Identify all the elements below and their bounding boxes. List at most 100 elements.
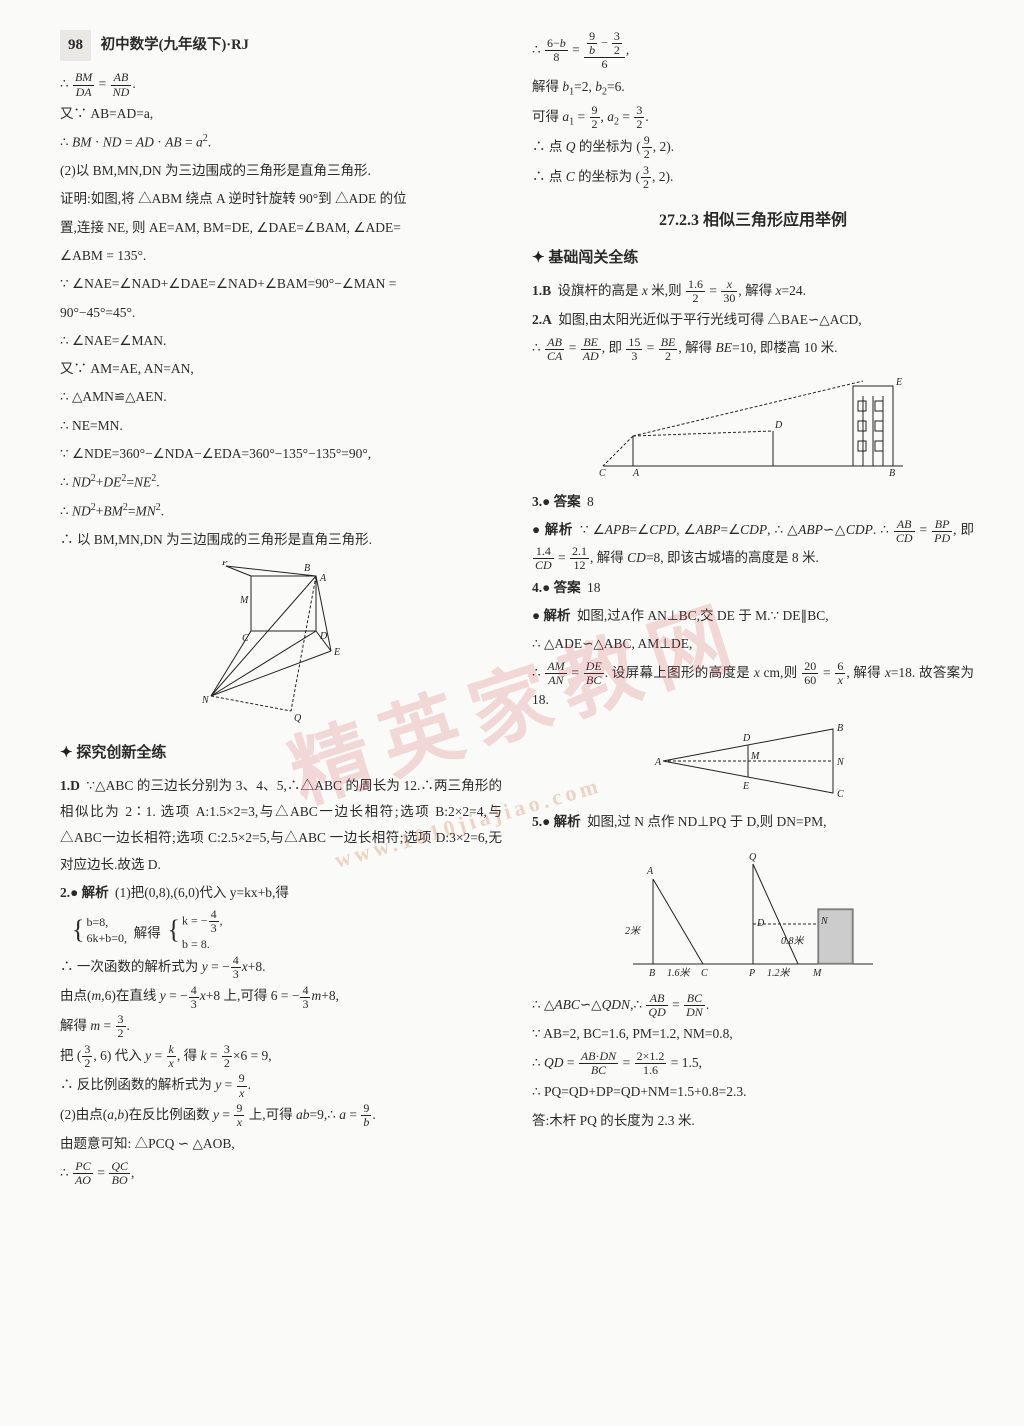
svg-text:E: E [333,647,340,658]
q2-key: 2.● 解析 [60,885,109,900]
svg-text:N: N [820,916,829,927]
svg-text:M: M [750,751,760,762]
left-q2-d: 把 (32, 6) 代入 y = kx, 得 k = 32×6 = 9, [60,1043,502,1071]
left-line-15: ∴ ND2+BM2=MN2. [60,498,502,525]
left-q2-key: 2.● 解析 (1)把(0,8),(6,0)代入 y=kx+b,得 [60,880,502,906]
svg-text:A: A [632,468,640,479]
r-q5-l1: ∵ AB=2, BC=1.6, PM=1.2, NM=0.8, [532,1021,974,1047]
r-q4-sol-b: ∴ △ADE∽△ABC, AM⊥DE, [532,631,974,657]
svg-text:D: D [742,733,751,744]
svg-text:P: P [748,968,755,979]
r-q4: 4.● 答案 18 [532,575,974,601]
svg-text:C: C [837,789,844,800]
chapter-title: 27.2.3 相似三角形应用举例 [532,205,974,236]
header-title: 初中数学(九年级下)·RJ [101,37,249,53]
svg-text:Q: Q [749,852,757,863]
svg-text:2米: 2米 [625,925,641,937]
r-q5-l4: 答:木杆 PQ 的长度为 2.3 米. [532,1108,974,1134]
svg-text:E: E [742,781,749,792]
left-line-12: ∴ NE=MN. [60,413,502,439]
svg-text:B: B [649,968,655,979]
right-top-2: 可得 a1 = 92, a2 = 32. [532,104,974,132]
r-q4-key: 4.● 答案 [532,580,581,595]
r-q5-l3: ∴ PQ=QD+DP=QD+NM=1.5+0.8=2.3. [532,1079,974,1105]
left-q2-e: ∴ 反比例函数的解析式为 y = 9x. [60,1072,502,1100]
left-q2-f: (2)由点(a,b)在反比例函数 y = 9x 上,可得 ab=9,∴ a = … [60,1102,502,1130]
left-line-11: ∴ △AMN≌△AEN. [60,384,502,410]
r-q5-key: 5.● 解析 [532,814,581,829]
r-q5-l2: ∴ QD = AB·DNBC = 2×1.21.6 = 1.5, [532,1050,974,1078]
svg-text:0.8米: 0.8米 [781,935,805,947]
svg-text:D: D [774,420,783,431]
left-q2-system: { b=8, 6k+b=0, 解得 { k = −43, b = 8. [60,908,502,952]
q2-intro: (1)把(0,8),(6,0)代入 y=kx+b,得 [115,885,289,900]
section-exploration: 探究创新全练 [60,739,502,768]
r-q4-sol-a: ● 解析 如图,过A作 AN⊥BC,交 DE 于 M.∵ DE∥BC, [532,603,974,629]
r-q2-b: ∴ ABCA = BEAD, 即 153 = BE2, 解得 BE=10, 即楼… [532,335,974,363]
left-line-4: 证明:如图,将 △ABM 绕点 A 逆时针旋转 90°到 △ADE 的位 [60,186,502,212]
svg-text:B: B [837,723,843,734]
r-q3-sol: ● 解析 ∵ ∠APB=∠CPD, ∠ABP=∠CDP, ∴ △ABP∽△CDP… [532,517,974,572]
svg-text:D: D [756,918,765,929]
r-q3-sol-label: ● 解析 [532,522,573,537]
left-line-8: 90°−45°=45°. [60,300,502,326]
left-line-5: 置,连接 NE, 则 AE=AM, BM=DE, ∠DAE=∠BAM, ∠ADE… [60,215,502,241]
right-top-4: ∴ 点 C 的坐标为 (32, 2). [532,164,974,192]
r-q3-key: 3.● 答案 [532,494,581,509]
left-q2-b: 由点(m,6)在直线 y = −43x+8 上,可得 6 = −43m+8, [60,983,502,1011]
svg-text:C: C [701,968,708,979]
q1-text: ∵△ABC 的三边长分别为 3、4、5,∴△ABC 的周长为 12.∴两三角形的… [60,778,502,872]
svg-text:1.6米: 1.6米 [667,967,691,979]
r-q4-text-a: 如图,过A作 AN⊥BC,交 DE 于 M.∵ DE∥BC, [577,608,829,623]
r-q1-key: 1.B [532,283,551,298]
svg-text:Q: Q [294,713,302,724]
section-basic: 基础闯关全练 [532,244,974,273]
svg-text:D: D [319,631,328,642]
svg-text:P: P [221,561,228,568]
r-q4-ans: 18 [587,580,601,595]
page-number: 98 [60,30,91,61]
left-q2-g: 由题意可知: △PCQ ∽ △AOB, [60,1131,502,1157]
left-line-16: ∴ 以 BM,MN,DN 为三边围成的三角形是直角三角形. [60,527,502,553]
left-line-6: ∠ABM = 135°. [60,243,502,269]
left-line-14: ∴ ND2+DE2=NE2. [60,469,502,496]
left-q2-c: 解得 m = 32. [60,1013,502,1041]
left-q1: 1.D ∵△ABC 的三边长分别为 3、4、5,∴△ABC 的周长为 12.∴两… [60,773,502,878]
left-line-1: 又∵ AB=AD=a, [60,101,502,127]
left-line-7: ∵ ∠NAE=∠NAD+∠DAE=∠NAD+∠BAM=90°−∠MAN = [60,271,502,297]
svg-text:N: N [836,757,845,768]
svg-text:M: M [239,595,249,606]
page-container: 98 初中数学(九年级下)·RJ ∴ BMDA = ABND. 又∵ AB=AD… [0,0,1024,1426]
left-line-9: ∴ ∠NAE=∠MAN. [60,328,502,354]
r-q2-key: 2.A [532,312,552,327]
svg-text:N: N [201,695,210,706]
r-q5-intro: 如图,过 N 点作 ND⊥PQ 于 D,则 DN=PM, [587,814,827,829]
r-q4-sol-c: ∴ AMAN = DEBC. 设屏幕上图形的高度是 x cm,则 2060 = … [532,660,974,714]
r-q5-l0: ∴ △ABC∽△QDN,∴ ABQD = BCDN. [532,992,974,1020]
svg-text:1.2米: 1.2米 [767,967,791,979]
right-top-0: ∴ 6−b8 = 9b − 326, [532,30,974,72]
geometry-diagram-1: P B M A C D E N Q [60,561,502,731]
left-line-2: ∴ BM · ND = AD · AB = a2. [60,129,502,156]
r-q1: 1.B 设旗杆的高是 x 米,则 1.62 = x30, 解得 x=24. [532,278,974,306]
sys-r1: k = −43, [182,908,223,935]
svg-text:C: C [242,633,249,644]
r-q4-sol-label: ● 解析 [532,608,571,623]
right-top-3: ∴ 点 Q 的坐标为 (92, 2). [532,134,974,162]
svg-text:A: A [319,573,327,584]
building-diagram: E D CAB [532,371,974,481]
r-q3-ans: 8 [587,494,594,509]
svg-text:M: M [812,968,822,979]
r-q2: 2.A 如图,由太阳光近似于平行光线可得 △BAE∽△ACD, [532,307,974,333]
left-line-0: ∴ BMDA = ABND. [60,71,502,99]
svg-text:A: A [646,866,654,877]
sys-mid: 解得 [134,926,161,941]
left-line-13: ∵ ∠NDE=360°−∠NDA−∠EDA=360°−135°−135°=90°… [60,441,502,467]
left-line-3: (2)以 BM,MN,DN 为三边围成的三角形是直角三角形. [60,158,502,184]
r-q3: 3.● 答案 8 [532,489,974,515]
similar-triangles-diagram: A Q 2米 D N 0.8米 B 1.6米 C P 1.2米 M [532,844,974,984]
right-top-1: 解得 b1=2, b2=6. [532,74,974,102]
left-q2-a: ∴ 一次函数的解析式为 y = −43x+8. [60,954,502,982]
q1-key: 1.D [60,778,80,793]
svg-text:B: B [304,563,310,574]
